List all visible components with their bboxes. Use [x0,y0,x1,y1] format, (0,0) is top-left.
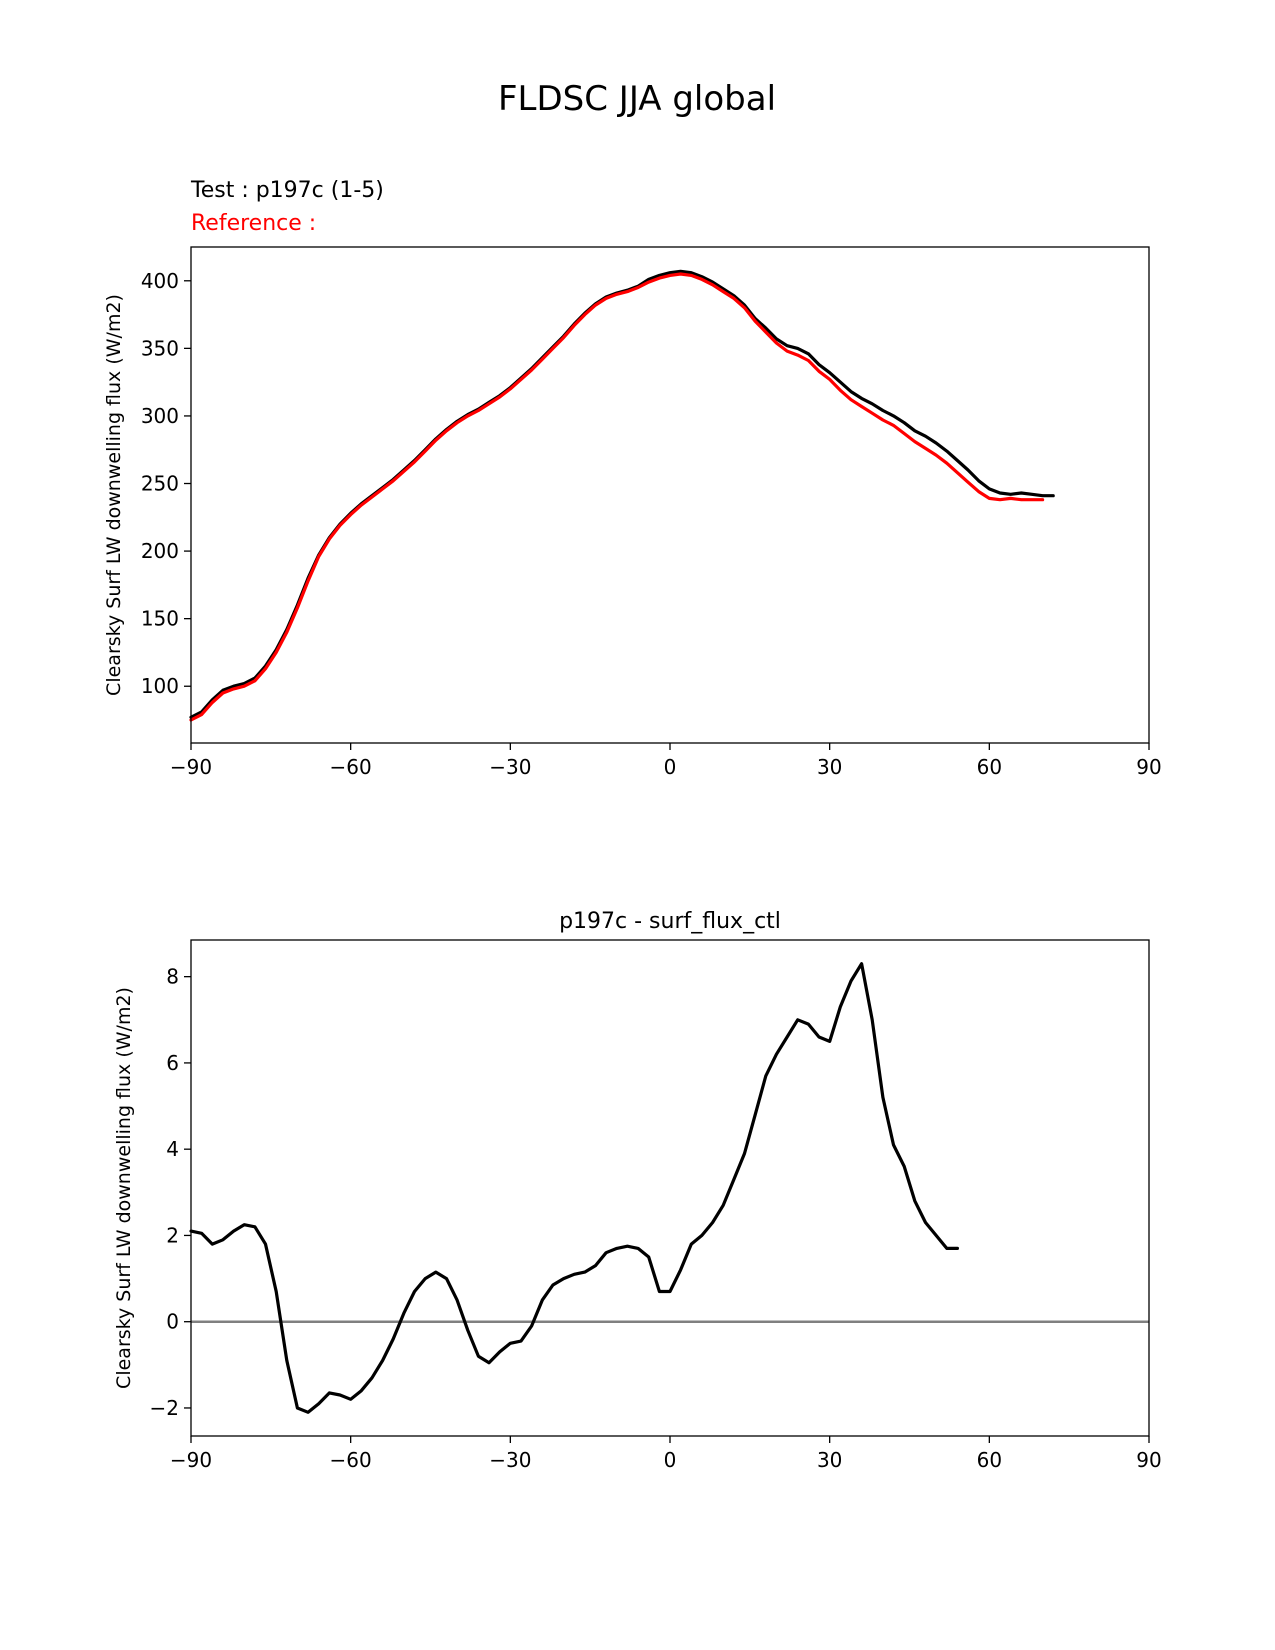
y-tick-label: 4 [166,1137,179,1161]
x-tick-label: 0 [664,1448,677,1472]
difference-plot: −90 −60 −30 0 30 60 90 −2 0 2 4 6 8 Clearsky Surf LW … [113,909,1162,1472]
plot-title: p197c - surf_flux_ctl [559,909,781,934]
series-line-reference [189,272,1045,722]
x-tick-label: −30 [489,1448,531,1472]
y-tick-label: 250 [141,472,179,496]
x-tick-label: −60 [330,1448,372,1472]
y-tick-label: 0 [166,1310,179,1334]
axes-frame [190,939,1150,1437]
y-axis-label: Clearsky Surf LW downwelling flux (W/m2) [103,294,125,696]
x-tick-label: −60 [330,755,372,779]
x-tick-label: −90 [170,1448,212,1472]
y-tick-label: 200 [141,539,179,563]
x-tick-label: −30 [489,755,531,779]
figure-title: FLDSC JJA global [498,79,776,119]
reference-label: Reference : [191,211,316,236]
y-tick-label: 150 [141,607,179,631]
y-tick-label: 100 [141,674,179,698]
y-axis-label: Clearsky Surf LW downwelling flux (W/m2) [113,987,135,1389]
y-tick-label: 300 [141,404,179,428]
x-tick-label: 30 [817,755,842,779]
y-tick-label: 400 [141,269,179,293]
x-tick-label: 90 [1136,1448,1161,1472]
test-label: Test : p197c (1-5) [190,178,384,203]
x-tick-label: 90 [1136,755,1161,779]
series-line-test [189,269,1055,719]
y-tick-label: 8 [166,965,179,989]
y-tick-label: −2 [150,1396,179,1420]
y-tick-label: 2 [166,1223,179,1247]
x-tick-label: 0 [664,755,677,779]
y-tick-label: 350 [141,336,179,360]
top-plot: −90 −60 −30 0 30 60 90 100 150 200 250 300 350 400 Cle… [103,246,1162,779]
y-tick-label: 6 [166,1051,179,1075]
x-tick-label: −90 [170,755,212,779]
x-tick-label: 30 [817,1448,842,1472]
x-tick-label: 60 [977,755,1002,779]
series-line-test [189,962,960,1414]
x-tick-label: 60 [977,1448,1002,1472]
